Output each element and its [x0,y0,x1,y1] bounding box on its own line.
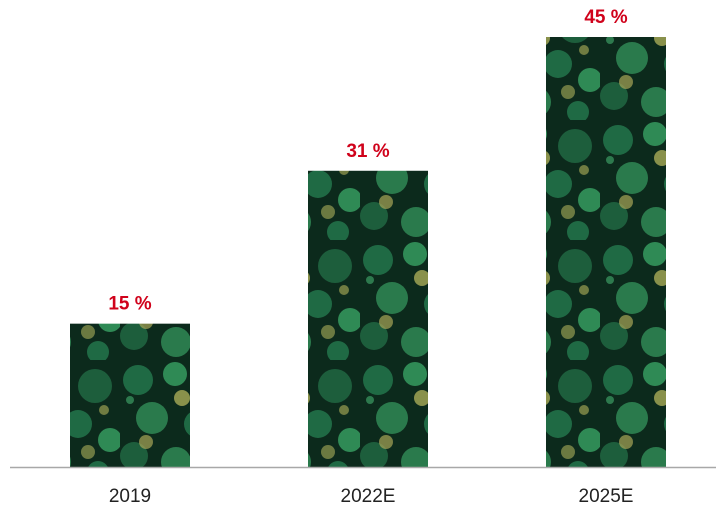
bar-2025e [546,37,666,467]
bar-2019 [70,323,190,467]
bar-2022e [308,170,428,467]
x-tick-label-2019: 2019 [109,486,151,506]
value-label-2025e: 45 % [584,7,627,28]
value-label-2022e: 31 % [346,141,389,162]
value-label-2019: 15 % [108,294,151,315]
x-tick-label-2025e: 2025E [579,486,634,506]
bars-group [70,37,666,467]
x-tick-label-2022e: 2022E [341,486,396,506]
value-labels-group: 15 % 31 % 45 % [108,7,627,315]
x-tick-labels-group: 2019 2022E 2025E [109,486,634,506]
